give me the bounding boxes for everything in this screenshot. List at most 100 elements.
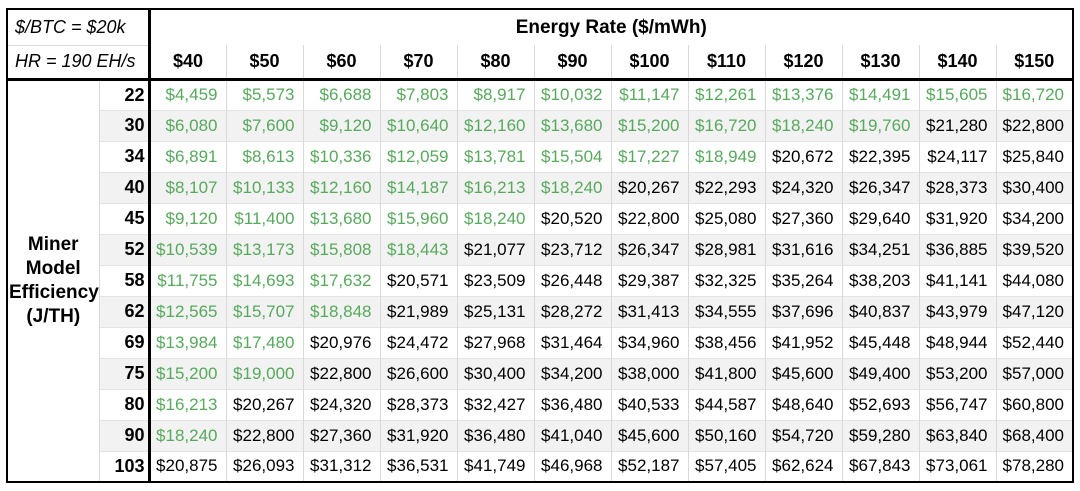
cost-cell: $16,720 (995, 78, 1073, 110)
table-row: Miner Model Efficiency (J/TH) 22 $4,459 $5,… (7, 78, 1073, 482)
cost-cell: $27,360 (764, 202, 842, 234)
cost-cell: $9,120 (148, 202, 226, 234)
efficiency-row-label: 75 (99, 357, 151, 389)
cost-cell: $21,280 (918, 109, 996, 141)
cost-cell: $34,960 (610, 326, 688, 358)
efficiency-row-label: 69 (99, 326, 151, 358)
cost-cell: $13,781 (456, 140, 534, 172)
energy-rate-title: Energy Rate ($/mWh) (149, 9, 1073, 45)
table-row: 30 $6,080 $7,600 $9,120 $10,640 $12,160 $13,68… (7, 109, 1073, 141)
cost-cell: $15,605 (918, 78, 996, 110)
cost-cell: $36,885 (918, 233, 996, 265)
cost-cell: $22,293 (687, 171, 765, 203)
cost-cell: $13,984 (148, 326, 226, 358)
cost-cell: $28,373 (918, 171, 996, 203)
cost-cell: $53,200 (918, 357, 996, 389)
cost-cell: $67,843 (841, 450, 919, 482)
column-header: $80 (456, 45, 534, 81)
cost-cell: $34,200 (533, 357, 611, 389)
cost-cell: $62,624 (764, 450, 842, 482)
cost-cell: $15,808 (302, 233, 380, 265)
efficiency-row-label: 90 (99, 419, 151, 451)
cost-cell: $41,141 (918, 264, 996, 296)
header-row-columns: HR = 190 EH/s $40 $50 $60 $70 $80 $90 $100 $110… (7, 45, 1073, 81)
cost-cell: $20,520 (533, 202, 611, 234)
cost-cell: $47,120 (995, 295, 1073, 327)
cost-cell: $11,147 (610, 78, 688, 110)
cost-cell: $44,587 (687, 388, 765, 420)
efficiency-row-label: 80 (99, 388, 151, 420)
efficiency-row-label: 40 (99, 171, 151, 203)
efficiency-row-label: 103 (99, 450, 151, 482)
cost-cell: $13,680 (533, 109, 611, 141)
cost-cell: $26,347 (841, 171, 919, 203)
table-row: 40 $8,107 $10,133 $12,160 $14,187 $16,213 $18,… (7, 171, 1073, 203)
cost-cell: $10,032 (533, 78, 611, 110)
cost-cell: $17,480 (225, 326, 303, 358)
cost-cell: $26,600 (379, 357, 457, 389)
cost-cell: $18,240 (148, 419, 226, 451)
efficiency-row-label: 52 (99, 233, 151, 265)
cost-cell: $6,080 (148, 109, 226, 141)
cost-cell: $34,555 (687, 295, 765, 327)
cost-cell: $21,989 (379, 295, 457, 327)
cost-cell: $22,800 (610, 202, 688, 234)
cost-cell: $14,693 (225, 264, 303, 296)
cost-cell: $37,696 (764, 295, 842, 327)
column-header: $130 (841, 45, 919, 81)
cost-cell: $8,107 (148, 171, 226, 203)
cost-cell: $45,600 (610, 419, 688, 451)
cost-cell: $26,448 (533, 264, 611, 296)
cost-cell: $16,213 (456, 171, 534, 203)
cost-cell: $25,080 (687, 202, 765, 234)
cost-cell: $13,376 (764, 78, 842, 110)
cost-cell: $10,640 (379, 109, 457, 141)
table-row: 80 $16,213 $20,267 $24,320 $28,373 $32,427 $36… (7, 388, 1073, 420)
cost-cell: $15,707 (225, 295, 303, 327)
efficiency-row-label: 22 (99, 78, 151, 110)
cost-cell: $4,459 (148, 78, 226, 110)
cost-cell: $10,539 (148, 233, 226, 265)
cost-cell: $52,440 (995, 326, 1073, 358)
cost-cell: $8,613 (225, 140, 303, 172)
cost-cell: $57,405 (687, 450, 765, 482)
cost-cell: $30,400 (456, 357, 534, 389)
cost-cell: $24,472 (379, 326, 457, 358)
column-header: $60 (302, 45, 380, 81)
cost-cell: $30,400 (995, 171, 1073, 203)
cost-cell: $14,491 (841, 78, 919, 110)
cost-cell: $20,267 (610, 171, 688, 203)
cost-cell: $10,336 (302, 140, 380, 172)
cost-cell: $34,200 (995, 202, 1073, 234)
cost-cell: $28,272 (533, 295, 611, 327)
cost-cell: $45,600 (764, 357, 842, 389)
cost-cell: $18,240 (764, 109, 842, 141)
cost-cell: $73,061 (918, 450, 996, 482)
cost-cell: $12,261 (687, 78, 765, 110)
cost-cell: $31,464 (533, 326, 611, 358)
cost-cell: $17,227 (610, 140, 688, 172)
cost-cell: $41,749 (456, 450, 534, 482)
table-row: 34 $6,891 $8,613 $10,336 $12,059 $13,781 $15,5… (7, 140, 1073, 172)
cost-cell: $22,800 (302, 357, 380, 389)
cost-cell: $11,755 (148, 264, 226, 296)
column-header: $100 (610, 45, 688, 81)
cost-cell: $17,632 (302, 264, 380, 296)
cost-cell: $40,533 (610, 388, 688, 420)
cost-cell: $49,400 (841, 357, 919, 389)
header-row-title: $/BTC = $20k Energy Rate ($/mWh) (7, 9, 1073, 46)
cost-cell: $41,800 (687, 357, 765, 389)
cost-cell: $15,200 (610, 109, 688, 141)
table-row: 69 $13,984 $17,480 $20,976 $24,472 $27,968 $31… (7, 326, 1073, 358)
cost-cell: $24,117 (918, 140, 996, 172)
cost-cell: $36,480 (533, 388, 611, 420)
cost-cell: $31,616 (764, 233, 842, 265)
cost-cell: $13,680 (302, 202, 380, 234)
column-header: $110 (687, 45, 765, 81)
cost-cell: $52,693 (841, 388, 919, 420)
cost-cell: $29,640 (841, 202, 919, 234)
table-row: 52 $10,539 $13,173 $15,808 $18,443 $21,077 $23… (7, 233, 1073, 265)
cost-matrix-table: $/BTC = $20k Energy Rate ($/mWh) HR = 19… (6, 8, 1074, 483)
cost-cell: $6,891 (148, 140, 226, 172)
